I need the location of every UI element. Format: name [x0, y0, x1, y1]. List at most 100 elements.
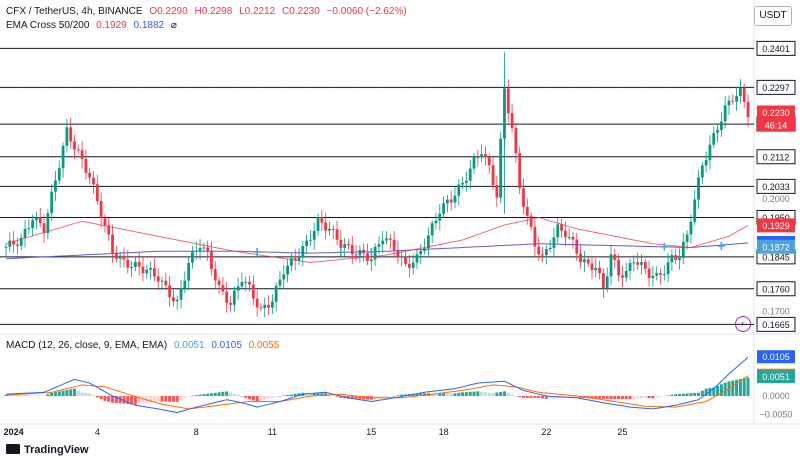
candle-body — [229, 302, 232, 305]
candle-body — [19, 237, 23, 246]
candle-body — [160, 280, 164, 282]
macd-hist-bar — [628, 396, 632, 400]
candle-body — [8, 240, 12, 247]
macd-hist-bar — [209, 393, 213, 396]
macd-hist-bar — [704, 388, 708, 396]
candle-body — [251, 284, 255, 299]
candle-body — [168, 285, 172, 298]
macd-hist-bar — [236, 394, 240, 396]
candle-body — [700, 165, 704, 178]
candle-body — [164, 280, 168, 286]
macd-hist-bar — [541, 396, 545, 399]
candle-body — [156, 276, 160, 282]
candle-body — [396, 250, 400, 258]
candle-body — [552, 237, 556, 248]
level-label: 0.2401 — [762, 44, 790, 54]
macd-hist-bar — [206, 393, 210, 396]
candle-body — [69, 127, 73, 142]
macd-hist-bar — [38, 395, 42, 396]
open-value: O0.2290 — [149, 6, 188, 17]
macd-hist-bar — [156, 396, 160, 402]
candle-body — [742, 87, 746, 102]
macd-hist-bar — [601, 396, 605, 399]
candle-body — [92, 177, 95, 185]
macd-hist-bar — [461, 392, 465, 396]
candle-body — [487, 156, 491, 166]
candle-body — [419, 251, 423, 255]
candle-body — [213, 269, 217, 281]
candle-body — [73, 141, 76, 150]
candle-body — [582, 259, 586, 263]
macd-hist-bar — [480, 391, 484, 396]
currency-button[interactable]: USDT — [754, 6, 792, 26]
candle-body — [57, 168, 61, 181]
macd-hist-bar — [141, 396, 145, 404]
price-tick-label: 0.2000 — [762, 194, 790, 204]
macd-hist-bar — [19, 395, 23, 396]
candle-body — [548, 247, 552, 250]
macd-hist-bar — [259, 396, 263, 401]
candle-body — [404, 256, 407, 264]
candle-body — [210, 251, 213, 270]
candle-body — [217, 280, 221, 286]
candle-body — [571, 236, 575, 240]
macd-hist-bar — [267, 396, 271, 399]
macd-hist-bar — [613, 396, 617, 400]
macd-hist-bar — [643, 396, 647, 398]
macd-signal-line — [5, 375, 749, 410]
ema200-value: 0.1882 — [133, 20, 165, 31]
low-value: L0.2212 — [239, 6, 276, 17]
macd-hist-bar — [187, 396, 191, 397]
candle-body — [662, 274, 666, 276]
candle-body — [232, 290, 236, 305]
price-tag-label: 0.1929 — [762, 221, 790, 231]
candle-body — [80, 150, 84, 159]
macd-hist-bar — [57, 391, 61, 396]
price-tag-label: 0.2230 — [762, 108, 790, 118]
macd-hist-bar — [693, 393, 697, 396]
macd-hist-bar — [510, 394, 514, 396]
macd-hist-bar — [609, 396, 613, 400]
candle-body — [647, 268, 651, 279]
macd-hist-bar — [586, 396, 590, 399]
candle-body — [586, 259, 590, 264]
macd-hist-bar — [464, 392, 468, 396]
macd-hist-bar — [742, 378, 746, 396]
macd-hist-bar — [88, 393, 92, 396]
candle-body — [95, 184, 99, 202]
flash-icon[interactable]: ⚡ — [735, 316, 751, 332]
candle-body — [202, 247, 206, 249]
macd-hist-bar — [278, 396, 282, 397]
candle-body — [343, 244, 347, 248]
tradingview-logo: TradingView — [6, 444, 89, 456]
level-label: 0.1760 — [762, 284, 790, 294]
time-tick-label: 15 — [366, 427, 376, 437]
ema50-value: 0.1929 — [96, 20, 127, 31]
candle-body — [681, 241, 685, 258]
macd-hist-bar — [514, 396, 518, 397]
macd-hist-bar — [502, 391, 506, 396]
candle-body — [624, 271, 628, 278]
candle-body — [16, 244, 19, 246]
candle-body — [522, 188, 525, 207]
candle-body — [579, 253, 582, 263]
candle-body — [244, 281, 248, 283]
candle-body — [324, 222, 328, 231]
macd-hist-bar — [152, 396, 156, 403]
macd-hist-bar — [263, 396, 267, 400]
time-tick-label: 18 — [439, 427, 449, 437]
macd-hist-bar — [678, 393, 682, 396]
candle-body — [312, 231, 316, 240]
macd-hist-bar — [12, 395, 16, 396]
candle-body — [712, 132, 716, 145]
candle-body — [685, 234, 689, 242]
macd-hist-bar — [240, 396, 244, 397]
macd-hist-bar — [548, 396, 552, 399]
price-tag — [757, 218, 795, 233]
candle-body — [708, 144, 712, 161]
macd-hist-bar — [122, 396, 126, 404]
macd-tag-label: 0.0051 — [762, 372, 790, 382]
macd-hist-bar — [232, 393, 236, 396]
candle-body — [46, 213, 50, 234]
